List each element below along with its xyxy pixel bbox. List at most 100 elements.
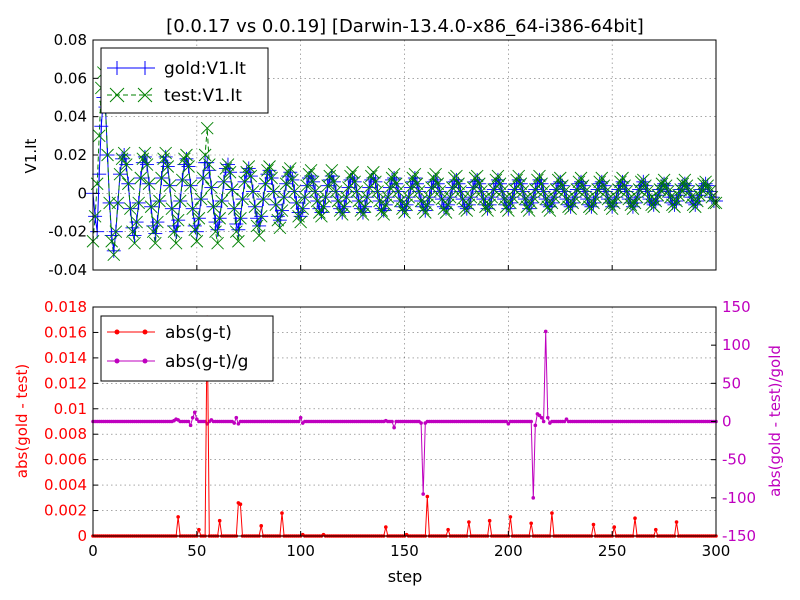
legend-gold-marker <box>110 61 152 75</box>
top-point-gold <box>447 174 462 189</box>
bottom-x-tick-label: 150 <box>390 542 419 560</box>
top-point-gold <box>125 220 140 235</box>
bottom-abs-point <box>508 515 513 519</box>
top-point-test <box>205 181 218 194</box>
bottom-rel-point <box>562 419 567 424</box>
bottom-right-y-axis-label: abs(gold - test)/gold <box>766 345 784 497</box>
bottom-left-y-tick-label: 0.004 <box>44 476 87 494</box>
top-point-test <box>271 213 285 227</box>
top-point-test <box>574 171 588 185</box>
top-point-test <box>641 185 654 198</box>
legend-rel-label: abs(g-t)/g <box>165 352 248 372</box>
top-point-test <box>198 148 212 162</box>
top-point-gold <box>202 163 217 178</box>
top-point-test <box>254 210 268 223</box>
top-point-test <box>319 190 332 204</box>
bottom-abs-point <box>591 522 596 527</box>
bottom-x-ticks: 0 50 100 150 200 250 300 <box>88 531 730 560</box>
top-point-test <box>223 165 237 179</box>
bottom-abs-point <box>487 518 492 523</box>
top-y-tick-label: 0.08 <box>54 31 87 49</box>
top-point-test <box>298 190 312 204</box>
bottom-right-y-tick-label: 0 <box>722 413 732 431</box>
top-point-test <box>113 167 127 181</box>
legend-gold-label: gold:V1.It <box>164 59 246 79</box>
top-point-test <box>252 229 266 242</box>
top-point-test <box>570 183 584 196</box>
bottom-abs-point <box>446 527 450 532</box>
bottom-left-y-tick-label: 0.014 <box>44 349 87 367</box>
top-point-test <box>300 179 314 192</box>
bottom-rel-point <box>531 496 536 500</box>
top-point-test <box>184 179 197 192</box>
top-point-test <box>400 198 413 212</box>
bottom-abs-point <box>633 516 637 520</box>
top-point-test <box>167 225 181 238</box>
top-point-test <box>335 208 349 221</box>
top-point-test <box>155 171 168 185</box>
top-point-gold <box>540 197 555 212</box>
bottom-rel-point <box>419 421 423 425</box>
top-point-test <box>454 185 467 198</box>
top-point-test <box>535 177 548 191</box>
top-point-gold <box>551 176 566 191</box>
top-point-gold <box>364 172 379 187</box>
top-x-ticks <box>92 265 717 270</box>
top-point-test <box>533 169 546 183</box>
top-plot: [0.0.17 vs 0.0.19] [Darwin-13.4.0-x86_64… <box>22 16 723 279</box>
bottom-rel-point <box>564 417 569 422</box>
top-point-test <box>699 175 712 189</box>
top-point-gold <box>293 209 308 224</box>
top-point-test <box>558 185 571 198</box>
top-point-gold <box>592 176 607 191</box>
top-point-test <box>188 223 202 237</box>
top-point-test <box>119 158 133 171</box>
top-point-test <box>537 185 550 198</box>
top-point-gold <box>135 155 150 170</box>
top-point-test <box>568 190 582 204</box>
top-point-test <box>215 194 229 208</box>
top-point-gold <box>387 171 402 185</box>
bottom-left-y-tick-label: 0.018 <box>44 298 87 316</box>
bottom-rel-point <box>529 419 533 424</box>
top-point-gold <box>322 172 337 187</box>
bottom-x-tick-label: 0 <box>88 542 98 560</box>
top-point-test <box>560 192 573 206</box>
top-point-gold <box>262 163 277 178</box>
top-point-test <box>124 202 137 215</box>
top-point-test <box>244 169 258 183</box>
chart-title: [0.0.17 vs 0.0.19] [Darwin-13.4.0-x86_64… <box>166 16 644 37</box>
bottom-rel-point <box>539 415 544 420</box>
bottom-rel-point <box>533 423 538 428</box>
top-point-gold <box>436 199 451 214</box>
top-point-test <box>356 208 370 221</box>
top-point-gold <box>92 167 107 182</box>
top-point-test <box>88 210 102 223</box>
top-point-test <box>433 185 447 198</box>
top-point-test <box>406 171 420 185</box>
top-point-gold <box>166 218 181 233</box>
top-point-test <box>126 225 139 238</box>
top-point-gold <box>94 119 109 134</box>
top-point-gold <box>250 211 265 226</box>
legend-rel-marker-2 <box>142 358 148 364</box>
bottom-rel-point <box>234 415 239 420</box>
bottom-left-y-tick-label: 0.01 <box>54 400 87 418</box>
top-point-gold <box>574 174 589 189</box>
bottom-rel-point <box>543 329 548 334</box>
legend-abs-label: abs(g-t) <box>165 323 232 343</box>
top-point-test <box>213 211 226 225</box>
top-point-test <box>364 169 378 183</box>
top-point-gold <box>407 171 422 185</box>
top-point-gold <box>177 157 192 172</box>
top-point-test <box>663 190 677 204</box>
top-point-test <box>553 171 567 185</box>
bottom-abs-point <box>467 520 471 524</box>
top-point-test <box>146 225 160 238</box>
top-point-gold <box>457 199 472 214</box>
bottom-abs-point <box>238 502 243 506</box>
top-point-test <box>211 236 224 250</box>
bottom-x-tick-label: 250 <box>598 542 627 560</box>
top-point-gold <box>117 148 132 162</box>
bottom-rel-point <box>192 410 197 415</box>
